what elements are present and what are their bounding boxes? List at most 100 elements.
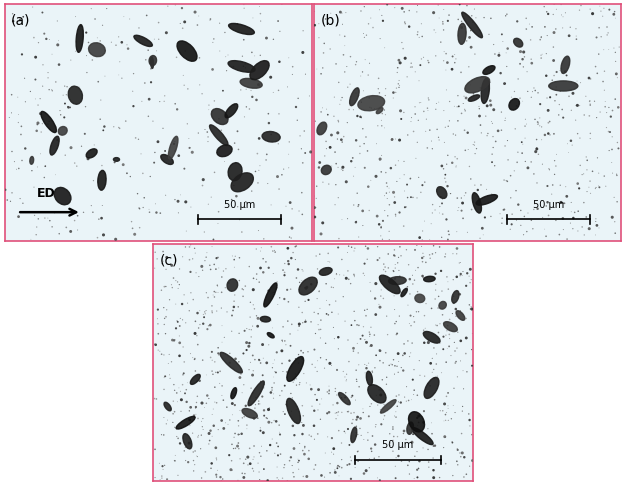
- Point: [391, 84, 401, 92]
- Point: [190, 355, 200, 363]
- Point: [162, 29, 172, 36]
- Point: [512, 158, 522, 166]
- Point: [259, 429, 269, 436]
- Point: [51, 78, 61, 86]
- Point: [401, 435, 411, 443]
- Point: [571, 102, 581, 109]
- Ellipse shape: [458, 23, 466, 44]
- Point: [465, 305, 475, 313]
- Point: [237, 430, 247, 438]
- Point: [296, 145, 306, 153]
- Point: [503, 156, 513, 164]
- Point: [298, 472, 308, 480]
- Point: [349, 273, 359, 280]
- Point: [393, 452, 403, 460]
- Point: [18, 199, 28, 207]
- Point: [428, 454, 438, 462]
- Point: [207, 433, 217, 440]
- Point: [325, 360, 335, 367]
- Point: [305, 275, 315, 283]
- Point: [233, 477, 243, 485]
- Point: [364, 454, 374, 462]
- Point: [321, 138, 331, 145]
- Point: [205, 321, 215, 329]
- Point: [188, 295, 198, 303]
- Point: [267, 386, 277, 394]
- Point: [406, 322, 416, 330]
- Point: [431, 270, 441, 278]
- Point: [324, 386, 334, 394]
- Point: [175, 191, 185, 199]
- Point: [470, 181, 480, 189]
- Point: [433, 304, 443, 312]
- Point: [199, 313, 209, 321]
- Point: [458, 407, 468, 415]
- Point: [592, 34, 602, 41]
- Point: [233, 445, 244, 452]
- Point: [268, 247, 278, 255]
- Point: [207, 348, 217, 356]
- Point: [310, 391, 320, 399]
- Point: [598, 12, 608, 20]
- Point: [286, 390, 296, 398]
- Point: [452, 344, 462, 352]
- Point: [476, 129, 486, 137]
- Point: [136, 150, 146, 158]
- Point: [228, 63, 239, 70]
- Ellipse shape: [260, 316, 270, 322]
- Point: [275, 392, 285, 399]
- Point: [255, 264, 265, 272]
- Point: [336, 136, 346, 143]
- Point: [180, 165, 190, 173]
- Point: [414, 99, 424, 106]
- Point: [413, 288, 423, 295]
- Point: [197, 431, 207, 439]
- Point: [409, 127, 419, 135]
- Point: [291, 406, 301, 414]
- Point: [503, 45, 513, 52]
- Point: [254, 468, 264, 476]
- Point: [208, 38, 218, 46]
- Point: [36, 128, 46, 136]
- Point: [427, 368, 437, 376]
- Point: [610, 218, 620, 226]
- Point: [176, 407, 186, 415]
- Point: [360, 336, 370, 344]
- Point: [233, 358, 244, 366]
- Text: 50 μm: 50 μm: [382, 440, 413, 451]
- Point: [253, 459, 263, 467]
- Point: [612, 172, 622, 179]
- Point: [318, 178, 328, 186]
- Point: [222, 308, 232, 316]
- Point: [323, 249, 333, 257]
- Ellipse shape: [513, 38, 523, 47]
- Point: [391, 392, 401, 400]
- Point: [371, 421, 381, 429]
- Point: [542, 94, 552, 102]
- Point: [341, 275, 351, 282]
- Point: [337, 256, 347, 263]
- Point: [274, 110, 284, 118]
- Point: [372, 140, 382, 148]
- Point: [451, 55, 461, 63]
- Point: [280, 269, 290, 277]
- Point: [365, 330, 375, 338]
- Point: [503, 137, 513, 144]
- Point: [195, 445, 205, 452]
- Point: [390, 320, 400, 328]
- Point: [255, 10, 265, 17]
- Point: [304, 431, 314, 439]
- Point: [388, 423, 398, 431]
- Point: [531, 148, 541, 156]
- Point: [159, 304, 169, 312]
- Point: [558, 199, 568, 207]
- Point: [360, 369, 370, 377]
- Point: [464, 410, 474, 418]
- Point: [167, 281, 177, 289]
- Point: [434, 136, 444, 144]
- Point: [441, 178, 451, 186]
- Point: [540, 23, 550, 31]
- Point: [540, 131, 550, 139]
- Point: [218, 425, 228, 433]
- Point: [535, 36, 545, 44]
